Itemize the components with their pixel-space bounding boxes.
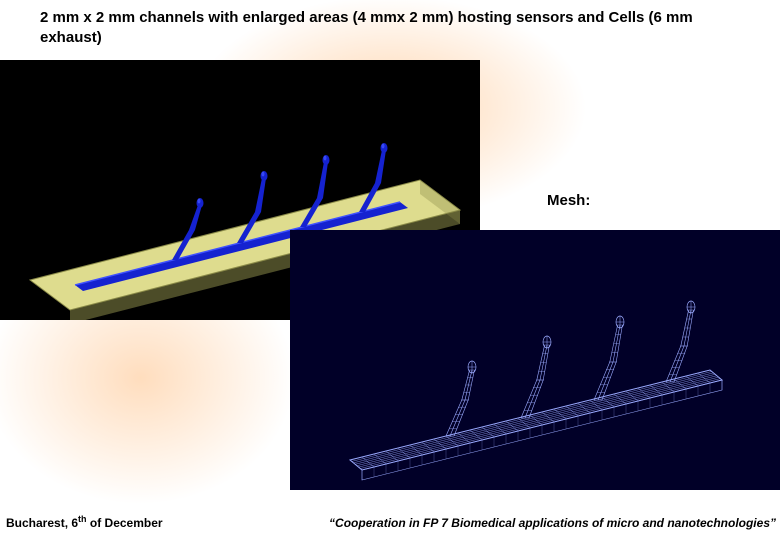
- footer-left-sup: th: [78, 514, 87, 524]
- mesh-label: Mesh:: [547, 192, 590, 209]
- slide-title: 2 mm x 2 mm channels with enlarged areas…: [40, 8, 750, 49]
- footer-left-post: of December: [87, 516, 163, 530]
- footer-quote: “Cooperation in FP 7 Biomedical applicat…: [329, 516, 776, 530]
- footer-left-pre: Bucharest, 6: [6, 516, 78, 530]
- figure-mesh-render: [290, 230, 780, 490]
- footer-location-date: Bucharest, 6th of December: [6, 514, 163, 530]
